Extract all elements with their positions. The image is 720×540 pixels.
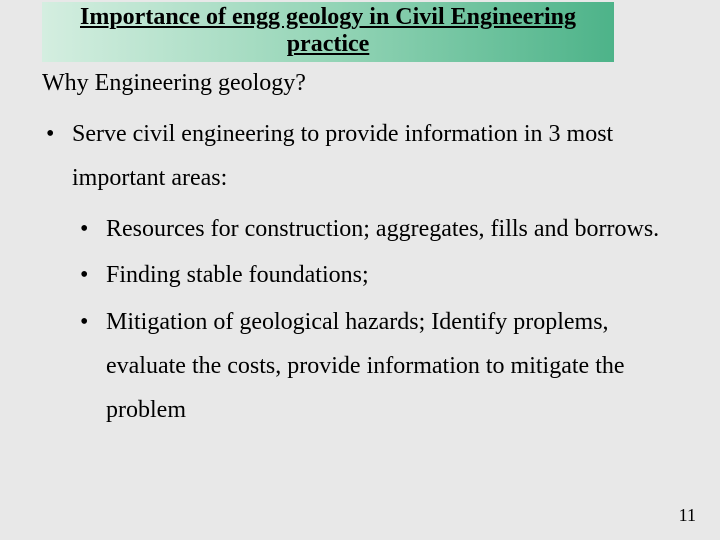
nested-list: • Resources for construction; aggregates…: [42, 207, 682, 433]
bullet-dot-icon: •: [80, 253, 88, 297]
title-line2: practice: [50, 31, 606, 58]
page-number: 11: [679, 505, 696, 526]
bullet-dot-icon: •: [46, 112, 54, 156]
content-area: • Serve civil engineering to provide inf…: [42, 112, 682, 435]
bullet-level2: • Resources for construction; aggregates…: [42, 207, 682, 251]
bullet-level1: • Serve civil engineering to provide inf…: [42, 112, 682, 201]
bullet-level2: • Finding stable foundations;: [42, 253, 682, 297]
title-box: Importance of engg geology in Civil Engi…: [42, 2, 614, 62]
bullet-dot-icon: •: [80, 207, 88, 251]
bullet-text: Mitigation of geological hazards; Identi…: [106, 309, 625, 424]
bullet-level2: • Mitigation of geological hazards; Iden…: [42, 300, 682, 433]
title-line1: Importance of engg geology in Civil Engi…: [50, 4, 606, 31]
bullet-text: Finding stable foundations;: [106, 262, 369, 288]
bullet-dot-icon: •: [80, 300, 88, 344]
bullet-text: Resources for construction; aggregates, …: [106, 216, 659, 242]
subheading: Why Engineering geology?: [42, 70, 306, 97]
bullet-text: Serve civil engineering to provide infor…: [72, 121, 613, 191]
